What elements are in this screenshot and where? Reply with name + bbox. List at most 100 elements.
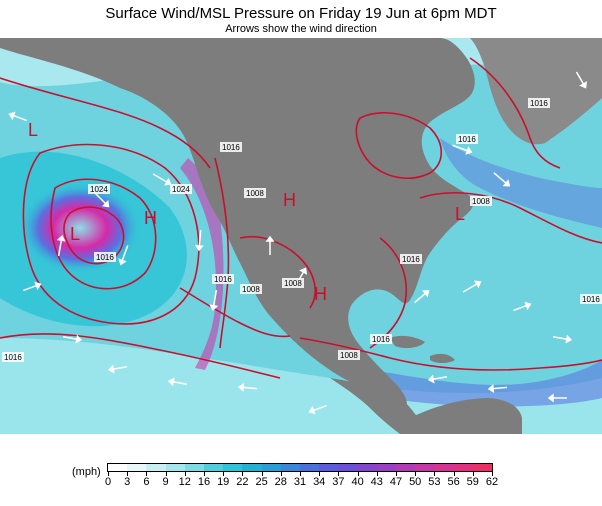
wind-speed-legend: (mph) 0 3 6 9 12 16 19 22 25 28 31 34 37 40 43 47 50 53 56… (0, 456, 602, 506)
legend-tick-label: 3 (124, 476, 131, 488)
legend-tick-label: 59 (466, 476, 479, 488)
caribbean-island (390, 335, 425, 349)
legend-tick-label: 31 (293, 476, 307, 488)
legend-tick-label: 40 (351, 476, 364, 488)
pressure-label: 1008 (284, 279, 302, 288)
legend-tick-mark (280, 472, 282, 476)
legend-color-segment (204, 464, 224, 471)
legend-tick-mark (261, 472, 263, 476)
legend-tick-mark (242, 472, 244, 476)
legend-color-segment (108, 464, 128, 471)
wind-band (440, 138, 602, 228)
legend-color-segment (376, 464, 397, 471)
pressure-label: 1016 (222, 143, 240, 152)
legend-tick-mark (223, 472, 225, 476)
legend-tick-label: 50 (409, 476, 422, 488)
legend-tick-label: 34 (313, 476, 326, 488)
pressure-label: 1024 (172, 185, 190, 194)
pressure-label: 1024 (90, 185, 108, 194)
legend-color-segment (319, 464, 339, 471)
pressure-label: 1016 (402, 255, 420, 264)
legend-color-segment (184, 464, 205, 471)
legend-color-segment (127, 464, 147, 471)
legend-tick-label: 19 (217, 476, 230, 488)
legend-tick-label: 12 (178, 476, 191, 488)
map-subtitle: Arrows show the wind direction (225, 23, 377, 35)
legend-tick-label: 22 (236, 476, 249, 488)
legend-color-bar (107, 463, 493, 472)
legend-tick-label: 9 (162, 476, 169, 488)
pressure-label: 1008 (340, 351, 358, 360)
legend-color-segment (146, 464, 167, 471)
legend-tick-mark (357, 472, 359, 476)
legend-color-segment (165, 464, 186, 471)
pressure-label: 1016 (458, 135, 476, 144)
high-pressure-marker: H (144, 208, 157, 228)
legend-tick-label: 0 (104, 476, 112, 488)
legend-tick-mark (415, 472, 417, 476)
south-america-land (410, 398, 522, 434)
low-pressure-jet (20, 183, 140, 273)
pressure-centers: H H H L L L (28, 120, 465, 304)
legend-color-segment (338, 464, 359, 471)
pressure-label: 1016 (96, 253, 114, 262)
legend-tick-mark (127, 472, 129, 476)
legend-unit-label: (mph) (72, 466, 101, 478)
map-title: Surface Wind/MSL Pressure on Friday 19 J… (105, 5, 497, 22)
low-pressure-marker: L (455, 204, 465, 224)
pressure-label: 1008 (242, 285, 260, 294)
legend-tick-mark (204, 472, 205, 476)
high-pressure-marker: H (314, 284, 327, 304)
legend-tick-mark (300, 472, 301, 476)
legend-tick-label: 62 (485, 476, 499, 488)
legend-tick-mark (434, 472, 436, 476)
legend-tick-mark (396, 472, 397, 476)
legend-tick-mark (184, 472, 186, 476)
legend-tick-mark (376, 472, 378, 476)
legend-tick-label: 28 (274, 476, 287, 488)
legend-color-segment (223, 464, 243, 471)
wind-band (360, 360, 602, 407)
wind-arrows (8, 71, 588, 415)
legend-tick-mark (453, 472, 455, 476)
legend-color-segment (396, 464, 416, 471)
legend-color-segment (300, 464, 320, 471)
legend-color-segment (261, 464, 282, 471)
legend-tick-mark (146, 472, 148, 476)
pressure-label: 1016 (582, 295, 600, 304)
pressure-label: 1008 (246, 189, 264, 198)
legend-tick-label: 16 (197, 476, 211, 488)
legend-tick-label: 43 (370, 476, 383, 488)
pressure-label-group: 1024 1016 1024 1016 1016 1008 1008 1008 … (2, 98, 602, 362)
pressure-label: 1008 (472, 197, 490, 206)
legend-color-segment (453, 464, 474, 471)
legend-tick-mark (108, 472, 109, 476)
legend-tick-mark (165, 472, 167, 476)
legend-color-segment (280, 464, 301, 471)
pressure-label: 1016 (4, 353, 22, 362)
legend-color-segment (472, 464, 493, 471)
caribbean-island (430, 353, 455, 363)
legend-tick-label: 37 (332, 476, 345, 488)
low-pressure-marker: L (70, 224, 80, 244)
legend-tick-label: 53 (428, 476, 441, 488)
isobars (0, 57, 602, 379)
high-pressure-marker: H (283, 190, 296, 210)
legend-tick-mark (338, 472, 340, 476)
legend-color-segment (434, 464, 455, 471)
legend-color-segment (242, 464, 263, 471)
legend-tick-label: 25 (255, 476, 268, 488)
greenland-land (470, 38, 602, 145)
central-america-land (330, 378, 430, 434)
legend-tick-mark (492, 472, 493, 476)
legend-tick-mark (472, 472, 474, 476)
legend-tick-label: 56 (447, 476, 460, 488)
pressure-label: 1016 (530, 99, 548, 108)
pressure-label: 1016 (214, 275, 232, 284)
pressure-label: 1016 (372, 335, 390, 344)
legend-color-segment (357, 464, 378, 471)
wind-pressure-map[interactable]: 1024 1016 1024 1016 1016 1008 1008 1008 … (0, 38, 602, 434)
legend-tick-label: 47 (389, 476, 403, 488)
coastal-jet (180, 158, 224, 370)
map-canvas: 1024 1016 1024 1016 1016 1008 1008 1008 … (0, 38, 602, 434)
